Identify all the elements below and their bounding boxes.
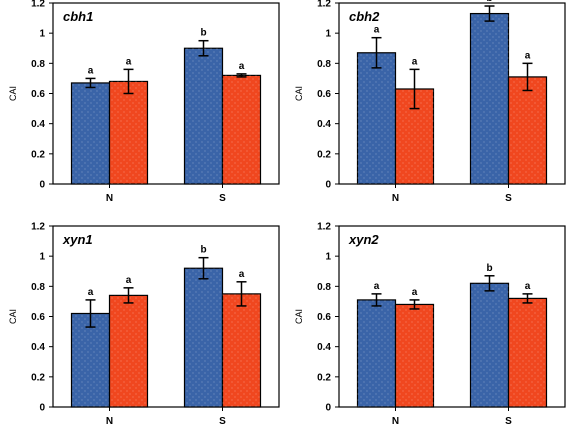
y-tick-label: 0	[325, 403, 331, 414]
x-tick-label: S	[219, 193, 226, 204]
y-tick-label: 0.8	[317, 59, 331, 70]
y-tick-label: 0.8	[317, 282, 331, 293]
y-tick-label: 1	[325, 252, 331, 263]
bar-texture	[71, 82, 110, 184]
significance-label: a	[412, 56, 418, 67]
bar-texture	[71, 313, 110, 407]
significance-label: b	[200, 245, 206, 256]
y-tick-label: 0.6	[317, 89, 331, 100]
bar-texture	[222, 293, 261, 407]
significance-label: a	[126, 275, 132, 286]
bar-texture	[470, 283, 509, 407]
x-tick-label: S	[505, 193, 512, 204]
significance-label: b	[486, 0, 492, 4]
bar-texture	[508, 298, 547, 407]
significance-label: a	[239, 61, 245, 72]
y-tick-label: 0	[39, 403, 45, 414]
significance-label: a	[374, 281, 380, 292]
significance-label: a	[525, 281, 531, 292]
significance-label: a	[239, 269, 245, 280]
bar-texture	[109, 81, 148, 184]
y-tick-label: 0.2	[31, 149, 45, 160]
y-axis-label: CAI	[294, 86, 304, 101]
y-axis-label: CAI	[8, 309, 18, 324]
y-tick-label: 1.2	[31, 0, 45, 10]
y-tick-label: 0.6	[317, 312, 331, 323]
significance-label: b	[486, 263, 492, 274]
bar-texture	[184, 48, 223, 184]
y-tick-label: 0.6	[31, 312, 45, 323]
panel-title: xyn2	[348, 232, 379, 247]
y-tick-label: 1.2	[317, 222, 331, 233]
y-tick-label: 0.4	[31, 119, 45, 130]
y-tick-label: 0.6	[31, 89, 45, 100]
y-tick-label: 0.4	[317, 342, 331, 353]
significance-label: a	[525, 50, 531, 61]
bar-texture	[357, 52, 396, 185]
y-tick-label: 0.2	[317, 149, 331, 160]
y-axis-label: CAI	[8, 86, 18, 101]
y-tick-label: 1	[39, 29, 45, 40]
y-tick-label: 1.2	[317, 0, 331, 10]
y-tick-label: 0	[325, 180, 331, 191]
bar-texture	[357, 299, 396, 407]
y-tick-label: 0.8	[31, 282, 45, 293]
x-tick-label: S	[219, 416, 226, 424]
bar-texture	[470, 13, 509, 184]
x-tick-label: S	[505, 416, 512, 424]
panel-title: cbh2	[349, 9, 380, 24]
y-tick-label: 0.8	[31, 59, 45, 70]
bar-texture	[222, 75, 261, 184]
bar-texture	[184, 268, 223, 407]
bar-texture	[109, 295, 148, 407]
panel-title: xyn1	[62, 232, 93, 247]
x-tick-label: N	[106, 416, 113, 424]
bar-texture	[395, 304, 434, 407]
significance-label: a	[126, 56, 132, 67]
significance-label: a	[88, 65, 94, 76]
y-tick-label: 1	[325, 29, 331, 40]
bar-texture	[508, 76, 547, 184]
y-tick-label: 0.4	[31, 342, 45, 353]
x-tick-label: N	[106, 193, 113, 204]
significance-label: a	[374, 25, 380, 36]
significance-label: a	[88, 287, 94, 298]
panel-title: cbh1	[63, 9, 93, 24]
y-tick-label: 0.4	[317, 119, 331, 130]
significance-label: b	[200, 28, 206, 39]
y-tick-label: 0	[39, 180, 45, 191]
x-tick-label: N	[392, 416, 399, 424]
y-tick-label: 0.2	[31, 372, 45, 383]
x-tick-label: N	[392, 193, 399, 204]
significance-label: a	[412, 287, 418, 298]
y-tick-label: 0.2	[317, 372, 331, 383]
y-axis-label: CAI	[294, 309, 304, 324]
y-tick-label: 1.2	[31, 222, 45, 233]
y-tick-label: 1	[39, 252, 45, 263]
